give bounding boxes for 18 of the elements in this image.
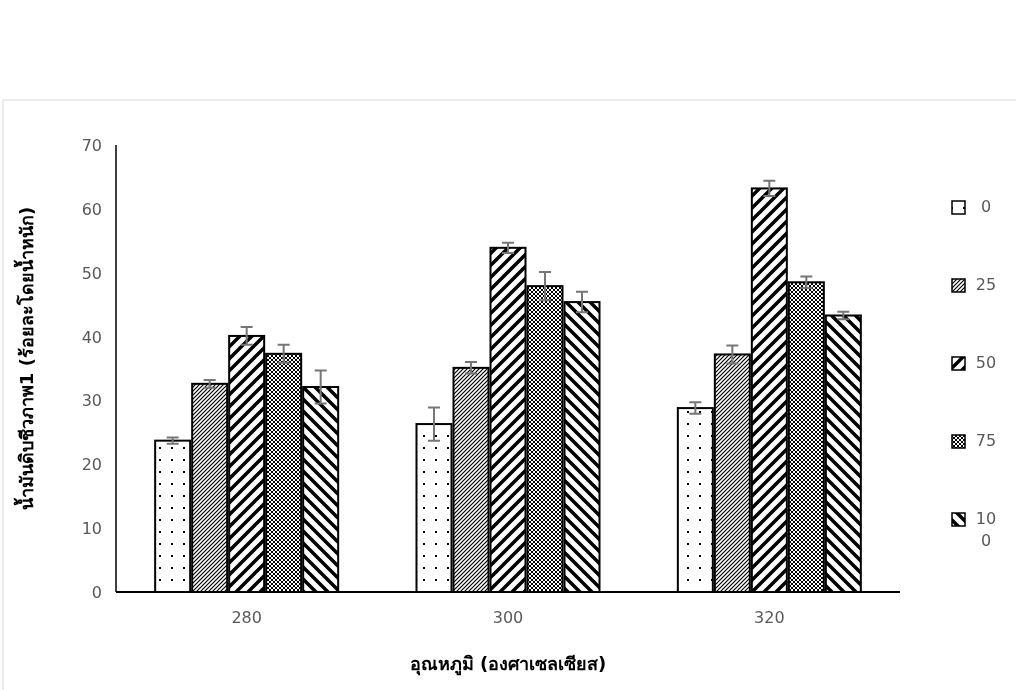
- legend-label: 25: [974, 274, 998, 296]
- y-tick-label: 10: [81, 519, 102, 539]
- y-tick-label: 20: [81, 455, 102, 475]
- y-tick-label: 50: [81, 263, 102, 283]
- y-tick-label: 70: [81, 136, 102, 155]
- legend-label: 0: [979, 196, 993, 218]
- x-tick-label: 320: [754, 608, 785, 627]
- y-tick-label: 0: [91, 583, 102, 602]
- x-tick-label: 300: [492, 608, 524, 627]
- x-tick-label: 280: [231, 608, 262, 627]
- x-axis-title: อุณหภูมิ (องศาเซลเซียส): [409, 653, 607, 676]
- y-axis-title: น้ำมันดิบชีวภาพ1 (ร้อยละโดยน้ำหนัก): [13, 206, 37, 511]
- y-tick-label: 30: [81, 391, 102, 411]
- legend-label: 100: [974, 508, 998, 552]
- legend-label: 50: [974, 352, 998, 374]
- y-tick-label: 60: [81, 199, 102, 219]
- y-tick-label: 40: [81, 327, 102, 347]
- legend-label: 75: [974, 430, 998, 452]
